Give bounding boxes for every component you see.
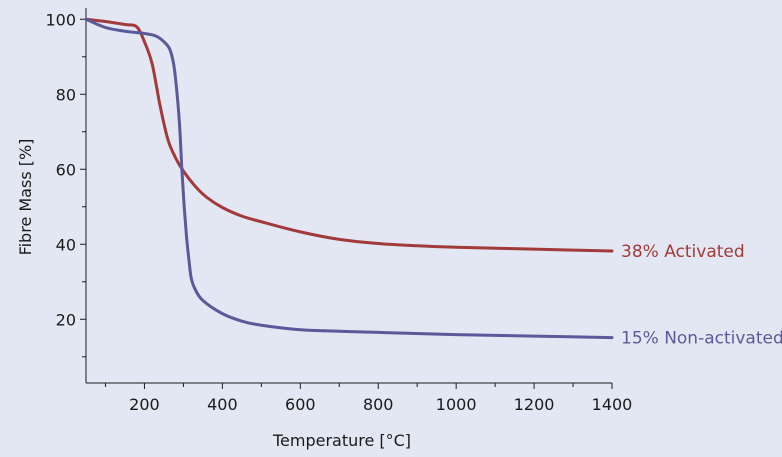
x-tick-label: 1200: [514, 395, 555, 414]
series-end-labels: 38% Activated 15% Non-activated: [621, 242, 782, 349]
axes: [85, 8, 612, 384]
series-line-activated: [84, 17, 614, 253]
series-lines: [84, 17, 614, 340]
x-tick-label: 200: [129, 395, 160, 414]
y-tick-label: 80: [56, 85, 76, 104]
y-tick-label: 100: [45, 10, 76, 29]
x-tick-label: 1400: [592, 395, 633, 414]
series-end-label-non-activated: 15% Non-activated: [621, 329, 782, 349]
series-end-label-activated: 38% Activated: [621, 242, 745, 262]
series-line-non-activated: [84, 17, 614, 340]
x-tick-label: 400: [207, 395, 238, 414]
y-axis-label: Fibre Mass [%]: [16, 139, 35, 256]
x-tick-label: 600: [285, 395, 316, 414]
ticks: [80, 18, 613, 389]
y-tick-label: 40: [56, 235, 76, 254]
x-tick-label: 1000: [436, 395, 477, 414]
x-tick-label: 800: [363, 395, 394, 414]
y-tick-label: 60: [56, 160, 76, 179]
tick-labels: 200 400 600 800 1000 1200 1400 20 40 60 80 100: [45, 10, 632, 414]
x-axis-label: Temperature [°C]: [272, 431, 411, 450]
y-tick-label: 20: [56, 310, 76, 329]
